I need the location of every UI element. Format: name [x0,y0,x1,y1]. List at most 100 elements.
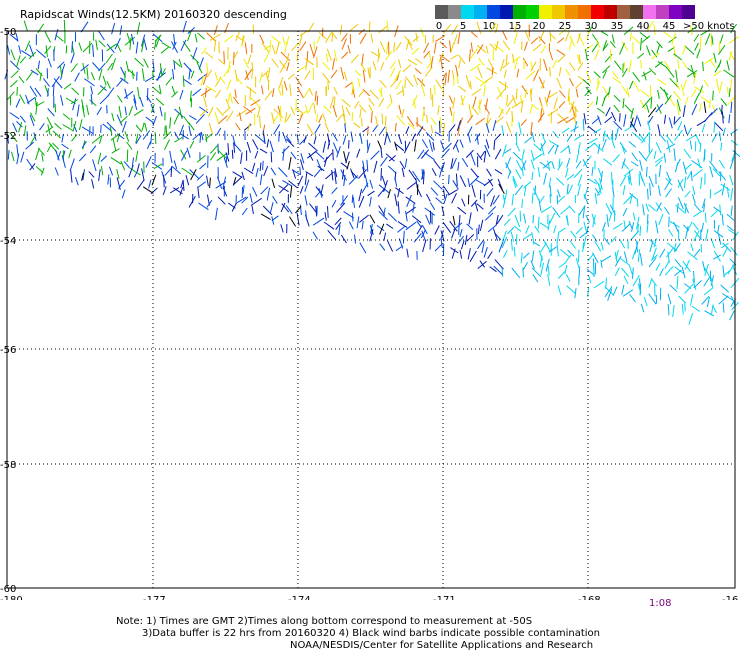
wind-barb [407,116,414,126]
wind-barb [612,172,613,185]
wind-barb [515,215,520,227]
wind-barb [73,98,76,110]
wind-barb [355,101,360,108]
wind-barb [27,97,35,103]
wind-barb [524,137,531,143]
wind-barb [227,94,230,105]
wind-barb [164,140,169,150]
wind-barb [417,126,423,135]
wind-barb [60,65,62,77]
wind-barb [500,59,504,71]
wind-barb [548,274,550,285]
wind-barb [313,232,318,240]
wind-barb [667,140,670,152]
wind-barb [174,113,180,125]
wind-barb [36,50,46,58]
wind-barb [441,238,442,248]
wind-barb [304,89,310,98]
wind-barb [452,70,453,78]
wind-barb [326,87,327,96]
wind-barb [382,176,385,186]
wind-barb [688,252,698,260]
wind-barb [387,41,389,54]
wind-barb [385,116,386,127]
wind-barb [198,187,199,198]
wind-barb [523,268,524,278]
wind-barb [704,102,706,113]
wind-barb [624,220,625,228]
wind-barb [502,268,503,277]
wind-barb [19,45,21,53]
wind-barb [443,143,452,152]
wind-barb [598,144,600,154]
wind-barb [540,223,548,228]
wind-barb [332,33,333,42]
wind-barb [433,142,434,150]
wind-barb [684,125,687,134]
wind-barb [235,69,237,81]
wind-barb [686,164,692,170]
wind-barb [359,189,362,201]
wind-barb [470,251,476,262]
wind-barb [357,217,359,229]
wind-barb [554,225,556,233]
wind-barb [160,107,162,117]
wind-barb [589,275,591,283]
wind-barb [164,175,165,187]
wind-barb [660,249,665,258]
wind-barb [315,91,316,101]
wind-barb [402,168,404,177]
wind-barb [76,177,79,185]
wind-barb [331,70,337,78]
wind-barb [632,132,642,140]
wind-barb [567,158,570,168]
wind-barb [110,167,113,175]
wind-barb [548,145,554,154]
wind-barb [640,226,641,236]
wind-barb [609,87,611,95]
wind-barb [687,172,691,180]
wind-barb [585,90,591,96]
wind-barb [268,67,270,78]
wind-barb [488,252,493,259]
wind-barb [136,42,138,54]
wind-barb [526,71,535,79]
wind-barb [470,49,478,59]
wind-barb [473,97,476,108]
wind-barb [549,247,557,252]
wind-barb [586,71,591,82]
wind-barb [704,80,708,87]
wind-barb [730,311,735,320]
wind-barb [264,53,269,62]
wind-barb [416,33,417,42]
wind-barb [271,168,276,175]
wind-barb [371,34,373,43]
wind-barb [326,54,328,62]
wind-barb [360,243,366,254]
wind-barb [694,204,700,211]
wind-barb [488,225,497,232]
wind-barb [554,98,557,109]
wind-barb [253,25,254,34]
wind-barb [453,97,455,108]
wind-barb [282,146,289,153]
wind-barb [35,98,36,106]
wind-barb [37,102,44,106]
wind-barb [495,149,501,159]
wind-barb [236,123,241,130]
wind-barb [183,76,184,87]
wind-barb [552,161,555,169]
wind-barb [594,72,600,78]
wind-barb [644,72,647,81]
wind-barb [333,58,335,69]
wind-barb [613,223,622,229]
wind-barb [522,168,523,176]
wind-barb [512,102,522,108]
wind-barb [712,36,713,45]
wind-barb [223,107,230,114]
wind-barb [341,67,344,79]
wind-barb [538,217,539,230]
wind-barb [281,224,283,232]
wind-barb [252,206,253,214]
wind-barb [698,159,700,168]
